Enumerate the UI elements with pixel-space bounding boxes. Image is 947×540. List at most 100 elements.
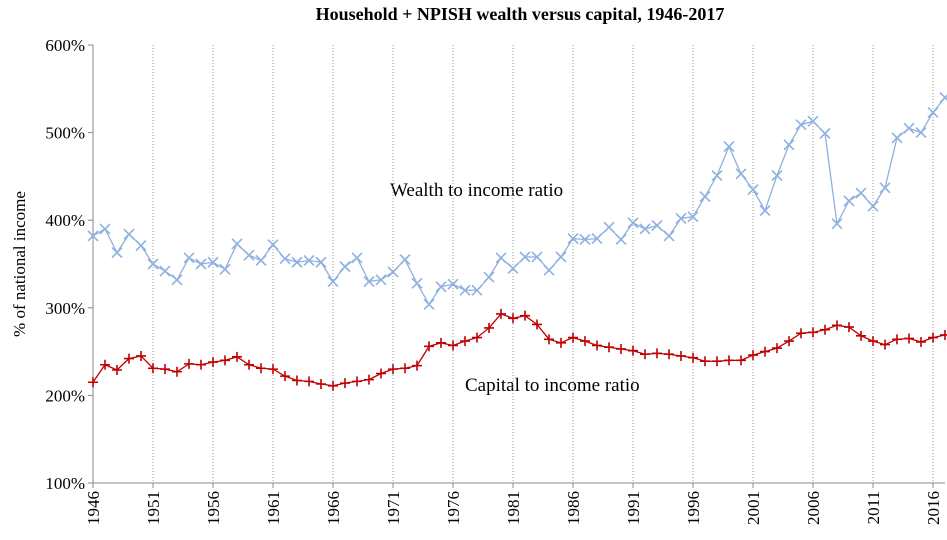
marker <box>615 233 627 246</box>
marker <box>760 346 770 357</box>
marker <box>460 336 470 347</box>
marker <box>916 336 926 347</box>
marker <box>639 223 651 235</box>
marker <box>387 266 399 278</box>
marker <box>256 363 266 374</box>
marker <box>148 363 158 374</box>
marker <box>807 115 819 127</box>
marker <box>915 127 927 139</box>
marker <box>532 319 542 330</box>
marker <box>927 106 939 119</box>
marker <box>820 324 830 335</box>
marker <box>315 256 327 268</box>
marker <box>376 368 386 379</box>
marker <box>687 211 699 223</box>
x-tick-label: 1946 <box>84 491 103 525</box>
marker <box>808 327 818 338</box>
marker <box>363 275 375 288</box>
annotation: Wealth to income ratio <box>390 180 563 201</box>
marker <box>472 332 482 343</box>
marker <box>567 233 579 245</box>
x-tick-label: 2001 <box>744 491 763 525</box>
marker <box>111 247 123 259</box>
chart-title: Household + NPISH wealth versus capital,… <box>316 4 725 24</box>
marker <box>699 190 711 203</box>
marker <box>855 187 867 199</box>
marker <box>196 359 206 370</box>
marker <box>628 345 638 356</box>
marker <box>88 377 98 388</box>
marker <box>868 336 878 347</box>
marker <box>208 357 218 368</box>
marker <box>100 359 110 370</box>
marker <box>795 119 807 131</box>
y-tick-label: 600% <box>45 36 85 55</box>
marker <box>928 332 938 343</box>
marker <box>604 342 614 353</box>
annotation: Capital to income ratio <box>465 375 640 396</box>
y-tick-label: 300% <box>45 299 85 318</box>
marker <box>843 195 855 207</box>
marker <box>736 355 746 366</box>
marker <box>880 339 890 350</box>
marker <box>448 340 458 351</box>
marker <box>712 356 722 367</box>
marker <box>783 139 795 151</box>
x-tick-label: 1991 <box>624 491 643 525</box>
y-tick-label: 500% <box>45 124 85 143</box>
marker <box>724 355 734 366</box>
x-tick-label: 1986 <box>564 491 583 525</box>
marker <box>352 376 362 387</box>
marker <box>520 310 530 321</box>
marker <box>544 334 554 345</box>
marker <box>244 359 254 370</box>
x-tick-label: 1961 <box>264 491 283 525</box>
marker <box>231 238 243 250</box>
marker <box>592 340 602 351</box>
marker <box>747 183 759 196</box>
marker <box>447 278 459 290</box>
marker <box>591 233 603 245</box>
marker <box>723 141 735 153</box>
x-tick-label: 1956 <box>204 491 223 525</box>
marker <box>664 349 674 360</box>
marker <box>688 352 698 363</box>
marker <box>411 277 423 289</box>
marker <box>771 169 783 182</box>
marker <box>291 256 303 268</box>
marker <box>316 379 326 390</box>
marker <box>519 251 531 263</box>
marker <box>375 274 387 286</box>
marker <box>879 182 891 194</box>
marker <box>784 336 794 347</box>
y-tick-label: 400% <box>45 211 85 230</box>
x-tick-label: 1971 <box>384 491 403 525</box>
marker <box>580 336 590 347</box>
x-tick-label: 2011 <box>864 491 883 524</box>
x-tick-label: 2006 <box>804 491 823 525</box>
x-tick-label: 1951 <box>144 491 163 525</box>
series-line <box>92 97 946 306</box>
marker <box>483 271 495 283</box>
marker <box>652 348 662 359</box>
y-axis-label: % of national income <box>10 191 29 337</box>
marker <box>207 256 219 268</box>
marker <box>423 298 435 310</box>
marker <box>364 374 374 385</box>
marker <box>556 337 566 348</box>
marker <box>531 251 543 263</box>
marker <box>328 380 338 391</box>
marker <box>159 265 171 277</box>
marker <box>183 252 195 264</box>
marker <box>484 322 494 333</box>
marker <box>123 228 135 240</box>
marker <box>675 212 687 225</box>
marker <box>304 376 314 387</box>
marker <box>112 364 122 375</box>
marker <box>195 258 207 270</box>
marker <box>507 262 519 274</box>
x-tick-label: 1966 <box>324 491 343 525</box>
marker <box>903 122 915 134</box>
marker <box>939 91 947 104</box>
x-tick-label: 2016 <box>924 491 943 525</box>
